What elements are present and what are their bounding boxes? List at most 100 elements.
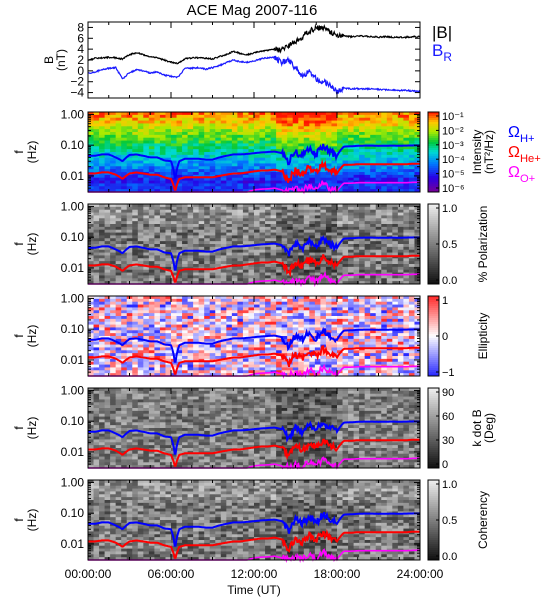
spectrogram-cell	[226, 347, 233, 351]
spectrogram-cell	[392, 232, 399, 236]
spectrogram-cell	[198, 327, 205, 331]
spectrogram-cell	[182, 177, 188, 181]
spectrogram-cell	[265, 112, 271, 116]
spectrogram-cell	[342, 269, 349, 273]
spectrogram-cell	[237, 278, 244, 282]
spectrogram-cell	[182, 344, 188, 348]
spectrogram-cell	[254, 117, 260, 121]
spectrogram-cell	[176, 341, 183, 345]
spectrogram-cell	[204, 140, 211, 144]
spectrogram-cell	[137, 266, 144, 271]
spectrogram-cell	[204, 301, 211, 305]
spectrogram-cell	[215, 344, 222, 348]
spectrogram-cell	[137, 226, 144, 231]
spectrogram-cell	[292, 215, 299, 219]
spectrogram-cell	[159, 149, 166, 153]
spectrogram-cell	[331, 249, 338, 253]
spectrogram-cell	[237, 353, 244, 357]
spectrogram-cell	[386, 129, 393, 133]
spectrogram-cell	[132, 160, 139, 164]
spectrogram-cell	[209, 160, 216, 164]
spectrogram-cell	[397, 172, 404, 176]
spectrogram-cell	[270, 327, 277, 331]
spectrogram-cell	[226, 140, 233, 144]
spectrogram-cell	[121, 367, 128, 371]
spectrogram-cell	[292, 226, 299, 231]
spectrogram-cell	[121, 301, 128, 305]
spectrogram-cell	[309, 183, 316, 187]
spectrogram-cell	[148, 264, 155, 268]
spectrogram-cell	[414, 149, 421, 153]
spectrogram-cell	[176, 310, 183, 314]
spectrogram-cell	[209, 301, 216, 305]
spectrogram-cell	[242, 367, 249, 371]
frequency-axis-label-line1: f	[12, 242, 26, 246]
spectrogram-cell	[148, 218, 155, 222]
spectrogram-cell	[303, 204, 310, 208]
spectrogram-cell	[281, 278, 288, 282]
spectrogram-cell	[353, 123, 360, 127]
spectrogram-cell	[148, 117, 155, 121]
spectrogram-cell	[209, 143, 216, 147]
spectrogram-cell	[209, 146, 216, 150]
spectrogram-cell	[370, 266, 377, 271]
spectrogram-cell	[99, 206, 105, 211]
spectrogram-cell	[226, 321, 233, 325]
spectrogram-cell	[298, 278, 305, 282]
spectrogram-cell	[198, 186, 205, 190]
spectrogram-cell	[193, 152, 200, 156]
spectrogram-cell	[121, 321, 128, 325]
spectrogram-cell	[198, 235, 205, 239]
spectrogram-cell	[110, 186, 117, 190]
spectrogram-cell	[104, 316, 111, 320]
spectrogram-cell	[187, 212, 194, 216]
spectrogram-cell	[397, 123, 404, 127]
spectrogram-cell	[226, 129, 233, 133]
spectrogram-cell	[337, 238, 343, 242]
spectrogram-cell	[237, 221, 244, 225]
spectrogram-cell	[237, 341, 244, 345]
spectrogram-cell	[132, 296, 139, 300]
spectrogram-cell	[248, 218, 255, 222]
spectrogram-cell	[137, 221, 144, 225]
spectrogram-cell	[143, 112, 150, 116]
spectrogram-cell	[154, 160, 161, 164]
spectrogram-cell	[281, 269, 288, 273]
spectrogram-cell	[198, 310, 205, 314]
spectrogram-cell	[154, 350, 161, 354]
spectrogram-cell	[248, 238, 255, 242]
spectrogram-cell	[248, 350, 255, 354]
spectrogram-cell	[171, 281, 177, 285]
spectrogram-cell	[148, 364, 155, 368]
spectrogram-cell	[276, 336, 283, 340]
spectrogram-cell	[148, 358, 155, 363]
spectrogram-cell	[359, 226, 366, 231]
colorbar-cell	[428, 254, 439, 257]
spectrogram-cell	[93, 246, 100, 251]
colorbar-cell	[428, 166, 439, 169]
spectrogram-cell	[198, 269, 205, 273]
spectrogram-cell	[187, 272, 194, 276]
spectrogram-cell	[104, 324, 111, 328]
spectrogram-cell	[193, 373, 200, 377]
spectrogram-cell	[204, 132, 211, 136]
spectrogram-cell	[220, 177, 227, 181]
spectrogram-cell	[176, 364, 183, 368]
spectrogram-cell	[159, 361, 166, 365]
spectrogram-cell	[270, 255, 277, 259]
spectrogram-cell	[148, 275, 155, 279]
spectrogram-cell	[176, 120, 183, 124]
spectrogram-cell	[325, 252, 332, 256]
spectrogram-cell	[226, 174, 233, 179]
spectrogram-cell	[148, 296, 155, 300]
spectrogram-cell	[121, 206, 128, 211]
spectrogram-cell	[292, 298, 299, 303]
spectrogram-cell	[392, 252, 399, 256]
spectrogram-cell	[276, 266, 283, 271]
spectrogram-cell	[137, 120, 144, 124]
spectrogram-cell	[215, 238, 222, 242]
spectrogram-cell	[392, 137, 399, 141]
spectrogram-cell	[254, 229, 260, 233]
spectrogram-cell	[121, 370, 128, 374]
spectrogram-cell	[171, 154, 177, 159]
